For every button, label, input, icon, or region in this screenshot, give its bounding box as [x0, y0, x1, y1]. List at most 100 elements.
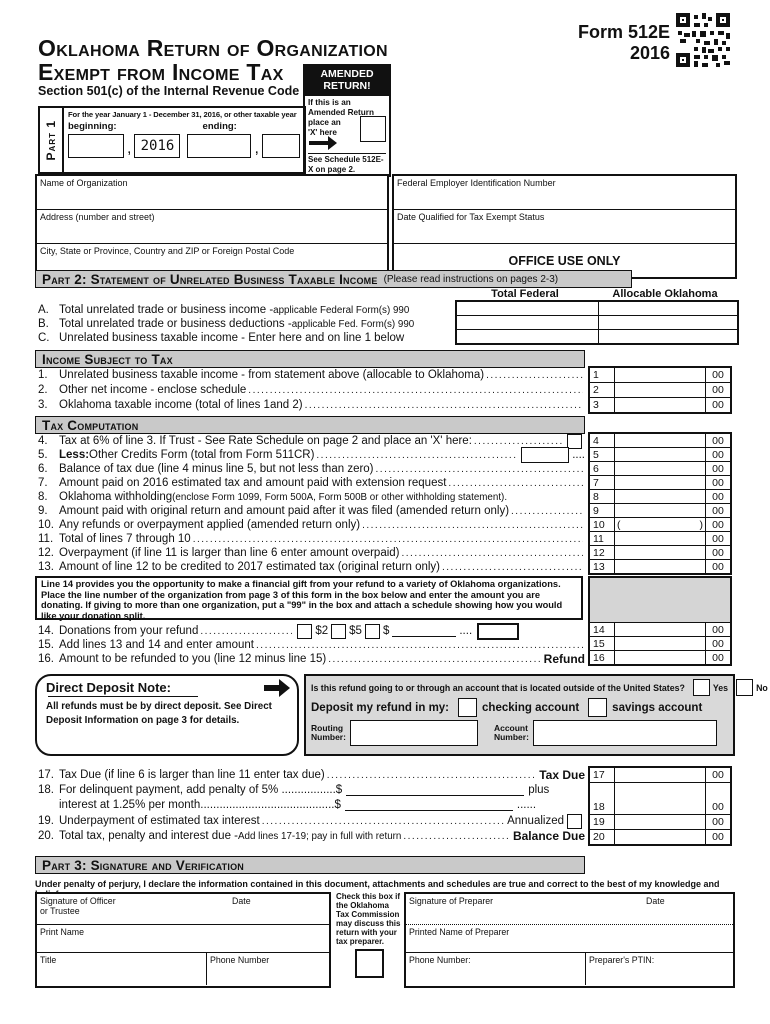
line-14-amount[interactable] [615, 623, 706, 636]
trust-checkbox[interactable] [567, 433, 582, 449]
title-field[interactable]: Title [37, 953, 207, 985]
beginning-label: beginning: [68, 121, 117, 132]
line-1-amount[interactable] [615, 368, 706, 382]
printed-preparer-name-field[interactable]: Printed Name of Preparer [406, 925, 733, 953]
office-use-only: OFFICE USE ONLY [394, 243, 735, 277]
organization-number-box[interactable] [477, 622, 520, 640]
donation-5-checkbox[interactable] [331, 623, 347, 639]
checking-checkbox[interactable] [458, 698, 478, 717]
line-11: 11. Total of lines 7 through 10 [38, 532, 585, 546]
tax-section-header: Tax Computation [42, 417, 139, 433]
row-b: B. Total unrelated trade or business ded… [38, 318, 415, 330]
outside-us-yes-checkbox[interactable] [692, 679, 710, 696]
row-b-oklahoma[interactable] [599, 316, 737, 329]
line-13-amount[interactable] [615, 560, 706, 573]
form-number: Form 512E [577, 22, 670, 42]
row-b-federal[interactable] [457, 316, 599, 329]
account-number-label: Account Number: [493, 722, 529, 742]
annualized-checkbox[interactable] [567, 813, 582, 829]
line-11-amount[interactable] [615, 532, 706, 545]
preparer-signature-field[interactable]: Signature of Preparer Date [406, 894, 733, 925]
interest-amount-field[interactable] [344, 799, 513, 811]
name-of-organization-field[interactable]: Name of Organization [40, 178, 128, 188]
qr-code-icon [676, 13, 730, 67]
fein-field[interactable]: Federal Employer Identification Number [397, 178, 556, 188]
account-number-field[interactable] [532, 720, 717, 746]
amended-note: See Schedule 512E-X on page 2. [308, 153, 386, 175]
ending-year-field[interactable] [261, 134, 300, 158]
row-c: C. Unrelated business taxable income - E… [38, 332, 405, 344]
right-arrow-icon [264, 678, 290, 697]
line-15-amount[interactable] [615, 637, 706, 650]
officer-date-label: Date [232, 896, 251, 906]
deposit-label: Deposit my refund in my: [311, 701, 450, 714]
line-20-amount[interactable] [615, 830, 706, 844]
penalty-amount-field[interactable] [346, 784, 525, 796]
part2-header-note: (Please read instructions on pages 2-3) [383, 273, 559, 285]
part1-label: Part 1 [40, 108, 64, 172]
row-a-federal[interactable] [457, 302, 599, 315]
donation-other-checkbox[interactable] [364, 623, 380, 639]
line-1: 1. Unrelated business taxable income - f… [38, 368, 585, 382]
form-511cr-box[interactable] [521, 447, 570, 463]
divider [48, 696, 198, 697]
preparer-ptin-field[interactable]: Preparer's PTIN: [589, 955, 655, 965]
outside-us-no-checkbox[interactable] [736, 679, 754, 696]
part1-content: For the year January 1 - December 31, 20… [64, 108, 304, 172]
entity-left-column: Name of Organization Address (number and… [35, 174, 389, 279]
line-7-amount[interactable] [615, 476, 706, 489]
line-13: 13. Amount of line 12 to be credited to … [38, 560, 585, 574]
date-qualified-field[interactable]: Date Qualified for Tax Exempt Status [394, 209, 735, 243]
line-8-amount[interactable] [615, 490, 706, 503]
donation-other-amount-field[interactable] [392, 625, 457, 637]
line-5-amount[interactable] [615, 448, 706, 461]
comma: , [127, 140, 132, 157]
donation-2-checkbox[interactable] [297, 623, 313, 639]
line-9: 9. Amount paid with original return and … [38, 504, 585, 518]
part1-box: Part 1 For the year January 1 - December… [38, 106, 306, 174]
routing-number-field[interactable] [349, 720, 478, 746]
ending-date-field[interactable] [187, 134, 252, 158]
line-6-amount[interactable] [615, 462, 706, 475]
balance-due-tail: Balance Due [512, 829, 585, 843]
comma2: , [254, 140, 259, 157]
amended-return-checkbox[interactable] [360, 116, 386, 143]
line-18-amount[interactable] [615, 783, 706, 814]
line-16: 16. Amount to be refunded to you (line 1… [38, 652, 585, 666]
officer-signature-field[interactable]: Signature of Officer or Trustee Date [37, 894, 329, 925]
savings-checkbox[interactable] [588, 698, 608, 717]
line-15: 15. Add lines 13 and 14 and enter amount [38, 638, 585, 652]
line-12-amount[interactable] [615, 546, 706, 559]
beginning-date-field[interactable] [68, 134, 124, 158]
preparer-consent: Check this box if the Oklahoma Tax Commi… [336, 892, 402, 979]
amount-table-4-13: 4 00 5 00 6 00 7 00 8 00 9 00 10() 00 11 00 12 00… [588, 432, 732, 575]
row-c-federal[interactable] [457, 330, 599, 343]
entity-right-column: Federal Employer Identification Number D… [392, 174, 737, 279]
preparer-phone-field[interactable]: Phone Number: [406, 953, 586, 985]
part2-header: Part 2: Statement of Unrelated Business … [42, 271, 378, 287]
line-19-amount[interactable] [615, 815, 706, 829]
officer-phone-field[interactable]: Phone Number [210, 955, 270, 965]
amount-table-14-16: 14 00 15 00 16 00 [588, 576, 732, 666]
title-subtitle: Section 501(c) of the Internal Revenue C… [38, 84, 300, 99]
city-state-zip-field[interactable]: City, State or Province, Country and ZIP… [37, 243, 387, 277]
line-10-amount[interactable]: () [615, 518, 706, 531]
income-section-bar: Income Subject to Tax [35, 350, 585, 368]
line-17-amount[interactable] [615, 768, 706, 782]
line-4-amount[interactable] [615, 434, 706, 447]
line-9-amount[interactable] [615, 504, 706, 517]
row-c-oklahoma[interactable] [599, 330, 737, 343]
part1-year-text: For the year January 1 - December 31, 20… [68, 110, 297, 119]
line-2-amount[interactable] [615, 383, 706, 397]
preparer-consent-checkbox[interactable] [354, 949, 384, 979]
print-name-field[interactable]: Print Name [37, 925, 329, 953]
line-18b: interest at 1.25% per month.............… [59, 799, 537, 811]
line-16-amount[interactable] [615, 651, 706, 664]
savings-label: savings account [612, 701, 703, 714]
line-3-amount[interactable] [615, 398, 706, 412]
address-field[interactable]: Address (number and street) [37, 209, 387, 243]
checking-label: checking account [482, 701, 580, 714]
income-section-header: Income Subject to Tax [42, 351, 173, 367]
line-3: 3. Oklahoma taxable income (total of lin… [38, 398, 585, 412]
row-a-oklahoma[interactable] [599, 302, 737, 315]
